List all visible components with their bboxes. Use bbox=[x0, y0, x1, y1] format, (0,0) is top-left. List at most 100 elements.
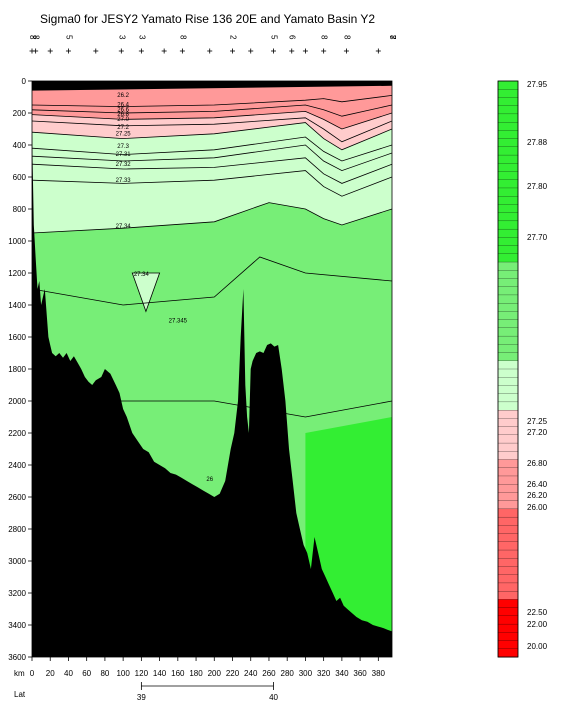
colorbar-segment bbox=[497, 130, 519, 140]
colorbar-segment bbox=[497, 179, 519, 189]
x-tick-label: 180 bbox=[189, 669, 203, 678]
y-tick-label: 2600 bbox=[8, 493, 26, 502]
contour-line bbox=[32, 110, 392, 130]
x-tick-label: 80 bbox=[100, 669, 109, 678]
y-tick-label: 3600 bbox=[8, 653, 26, 662]
colorbar-segment bbox=[497, 311, 519, 321]
colorbar-segment bbox=[497, 591, 519, 600]
contour-line bbox=[32, 95, 392, 108]
colorbar-segment bbox=[497, 146, 519, 156]
x-tick-label: 120 bbox=[135, 669, 149, 678]
x-tick-label: 320 bbox=[317, 669, 331, 678]
colorbar-segment bbox=[497, 492, 519, 502]
station-label: 8 bbox=[28, 35, 37, 40]
x-tick-label: 360 bbox=[353, 669, 367, 678]
lat-tick-label: 40 bbox=[269, 693, 278, 702]
x-tick-label: 260 bbox=[262, 669, 276, 678]
colorbar-segment bbox=[497, 113, 519, 123]
colorbar-segment bbox=[497, 171, 519, 181]
colorbar-segment bbox=[497, 319, 519, 329]
station-label: 2 bbox=[229, 35, 238, 40]
colorbar-frame bbox=[497, 80, 519, 658]
colorbar-segment bbox=[497, 196, 519, 205]
contour-label: 26.8 bbox=[117, 112, 129, 118]
seafloor-bathymetry bbox=[32, 129, 392, 657]
latitude-axis: 39 40 bbox=[137, 682, 279, 702]
colorbar-label: 27.88 bbox=[527, 138, 548, 147]
colorbar-segment bbox=[497, 220, 519, 230]
colorbar-segment bbox=[497, 558, 519, 568]
colorbar-label: 27.20 bbox=[527, 428, 548, 437]
contour-line bbox=[32, 104, 392, 117]
x-tick-label: 100 bbox=[116, 669, 130, 678]
y-tick-label: 400 bbox=[13, 141, 27, 150]
station-markers: 88 5 3 3 8 2 5 6 8 8 78 bbox=[28, 35, 397, 54]
colorbar-segment bbox=[497, 278, 519, 288]
x-tick-label: 380 bbox=[372, 669, 386, 678]
x-tick-label: 200 bbox=[208, 669, 222, 678]
plot-area: 26.2 26.426.626.827.0 27.227.25 27.3 27.31 27… bbox=[32, 81, 392, 657]
colorbar-segment bbox=[497, 138, 519, 148]
colorbar-segment bbox=[497, 154, 519, 164]
colorbar-segment bbox=[497, 303, 519, 312]
colorbar-segment bbox=[497, 426, 519, 436]
colorbar-segment bbox=[497, 418, 519, 428]
colorbar-segment bbox=[497, 204, 519, 214]
colorbar-segment bbox=[497, 237, 519, 247]
station-label: 8 bbox=[388, 35, 397, 40]
x-axis-label: km bbox=[14, 669, 25, 678]
colorbar-label: 22.00 bbox=[527, 620, 548, 629]
y-tick-label: 2200 bbox=[8, 429, 26, 438]
colorbar-segment bbox=[497, 484, 519, 493]
colorbar-segment bbox=[497, 648, 519, 658]
x-tick-label: 300 bbox=[299, 669, 313, 678]
x-tick-label: 240 bbox=[244, 669, 258, 678]
colorbar-segment bbox=[497, 467, 519, 477]
colorbar-segment bbox=[497, 434, 519, 444]
colorbar-label: 22.50 bbox=[527, 608, 548, 617]
colorbar-segment bbox=[497, 261, 519, 271]
colorbar-segment bbox=[497, 393, 519, 403]
x-axis: 0 20 40 60 80 100 120 140 160 180 200 220 240 260 280 3… bbox=[30, 657, 386, 678]
colorbar-segment bbox=[497, 286, 519, 296]
colorbar-segment bbox=[497, 97, 519, 107]
colorbar-segment bbox=[497, 80, 519, 90]
colorbar-label: 27.80 bbox=[527, 182, 548, 191]
station-label: 8 bbox=[320, 35, 329, 40]
y-tick-label: 600 bbox=[13, 173, 27, 182]
y-tick-label: 800 bbox=[13, 205, 27, 214]
y-tick-label: 200 bbox=[13, 109, 27, 118]
colorbar-segment bbox=[497, 549, 519, 559]
colorbar-segment bbox=[497, 541, 519, 551]
colorbar-segment bbox=[497, 163, 519, 173]
colorbar-label: 27.95 bbox=[527, 80, 548, 89]
colorbar-segment bbox=[497, 368, 519, 378]
contour-label: 27.34 bbox=[134, 272, 150, 278]
contour-line bbox=[32, 256, 392, 306]
colorbar-segment bbox=[497, 401, 519, 411]
colorbar-segment bbox=[497, 360, 519, 370]
y-tick-label: 0 bbox=[22, 77, 27, 86]
colorbar-segment bbox=[497, 352, 519, 362]
x-tick-label: 140 bbox=[153, 669, 167, 678]
colorbar-segment bbox=[497, 459, 519, 469]
contour-line bbox=[32, 202, 392, 234]
contour-label: 26.4 bbox=[117, 103, 129, 109]
x-tick-label: 280 bbox=[281, 669, 295, 678]
colorbar-segment bbox=[497, 525, 519, 535]
x-tick-label: 220 bbox=[226, 669, 240, 678]
y-tick-label: 1000 bbox=[8, 237, 26, 246]
y-tick-label: 2800 bbox=[8, 525, 26, 534]
lat-tick-label: 39 bbox=[137, 693, 146, 702]
colorbar-segment bbox=[497, 516, 519, 526]
y-tick-label: 3400 bbox=[8, 621, 26, 630]
contour-line bbox=[32, 117, 392, 143]
latitude-label: Lat bbox=[14, 690, 26, 699]
y-tick-label: 1400 bbox=[8, 301, 26, 310]
contour-label: 27.2 bbox=[117, 125, 129, 131]
y-tick-label: 2000 bbox=[8, 397, 26, 406]
contour-line bbox=[32, 136, 392, 162]
colorbar-segment bbox=[497, 89, 519, 98]
pink-zone bbox=[32, 111, 392, 150]
